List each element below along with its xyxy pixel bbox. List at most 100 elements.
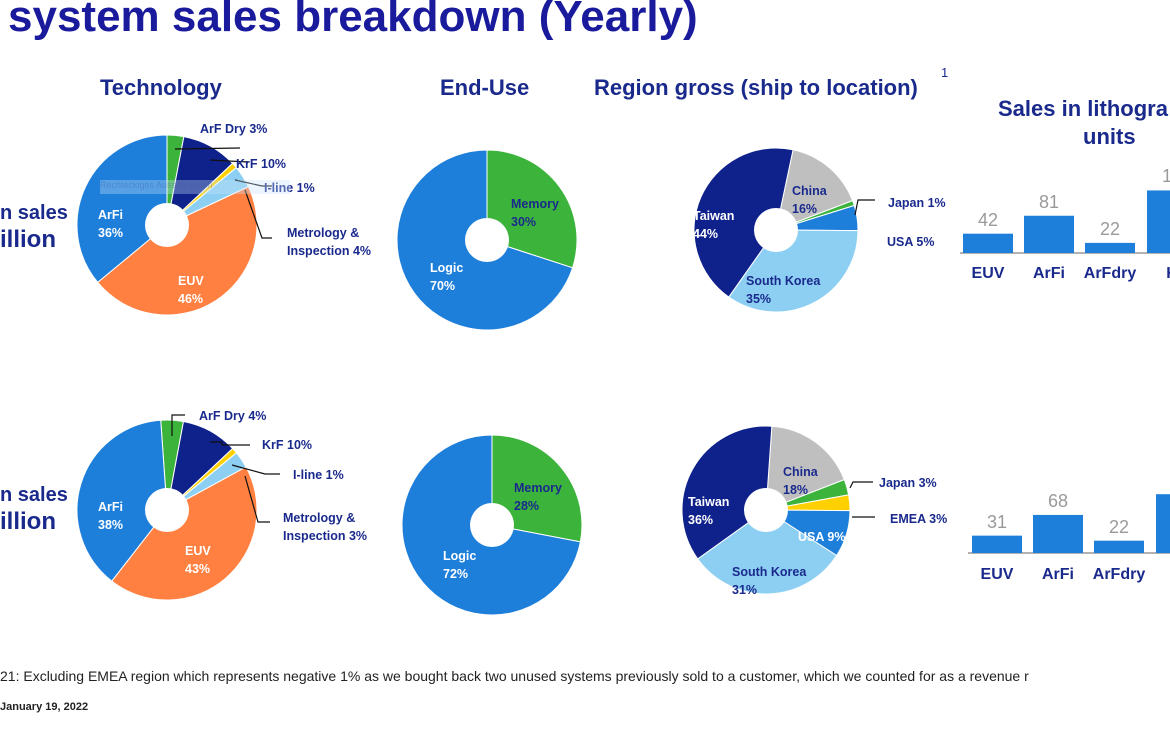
leader-line (244, 189, 272, 239)
label-euv-pct: 46% (178, 292, 204, 306)
label-arf-dry: ArF Dry 3% (200, 122, 268, 136)
heading-technology: Technology (100, 75, 222, 100)
leader-line (244, 475, 270, 523)
label-metrology: Metrology & (287, 226, 360, 240)
pie-slice-euv (111, 466, 258, 601)
bar-value-label: 22 (1099, 218, 1121, 239)
row-label-bottom-line1: n sales (0, 484, 68, 506)
bar-category-label: EUV (971, 265, 1005, 282)
label-arfi: ArFi (98, 208, 123, 222)
label-arf-dry: ArF Dry 4% (199, 409, 267, 423)
label-usa: USA 9% (798, 530, 846, 544)
label-japan: Japan 1% (888, 196, 946, 210)
pie-slice-south-korea (697, 509, 838, 595)
bar-euv (972, 535, 1022, 553)
leader-line (849, 481, 873, 489)
heading-region: Region gross (ship to location) (594, 75, 918, 100)
bar-value-label: 31 (986, 511, 1008, 532)
label-metrology-pct: Inspection 3% (283, 529, 368, 543)
leader-lines (171, 147, 875, 523)
pie-slice-arfi (76, 419, 168, 582)
pie-slice-memory (491, 434, 583, 543)
date: January 19, 2022 (0, 701, 89, 713)
label-memory-pct: 28% (514, 499, 540, 513)
label-euv-pct: 43% (185, 562, 211, 576)
leader-line (209, 159, 249, 163)
label-usa: USA 5% (887, 235, 935, 249)
label-japan: Japan 3% (879, 476, 937, 490)
label-euv: EUV (185, 544, 211, 558)
label-logic: Logic (430, 261, 464, 275)
pie-center-hole (145, 488, 189, 532)
label-taiwan-pct: 44% (693, 227, 719, 241)
leader-line (171, 414, 185, 436)
bar-k (1156, 494, 1170, 553)
label-china-pct: 18% (783, 483, 809, 497)
label-china: China (783, 465, 818, 479)
footnote-marker: 1 (941, 65, 949, 80)
bar-arfi (1033, 514, 1083, 553)
pie-slice-euv (96, 186, 258, 316)
label-memory: Memory (511, 197, 559, 211)
label-south-korea-pct: 31% (732, 583, 758, 597)
row-label-top-line2: illion (0, 226, 56, 253)
leader-line (234, 179, 272, 187)
label-krf: KrF 10% (262, 438, 313, 452)
heading-units-line2: units (1083, 124, 1136, 149)
pie-center-hole (145, 203, 189, 247)
pie-slice-taiwan (693, 147, 794, 298)
footnote: 21: Excluding EMEA region which represen… (0, 668, 1029, 684)
bar-k (1147, 190, 1170, 253)
pie-slice-china (765, 425, 845, 511)
pie-slice-arfi (76, 134, 168, 284)
leader-line (174, 147, 241, 150)
pie-center-hole (470, 503, 514, 547)
pie-center-hole (744, 488, 788, 532)
bar-category-label: EUV (980, 566, 1014, 583)
label-metrology: Metrology & (283, 511, 356, 525)
pie-slice-china (775, 149, 854, 231)
heading-end-use: End-Use (440, 75, 530, 100)
bar-category-label: ArFi (1042, 566, 1074, 583)
bar-value-label: 68 (1047, 490, 1069, 511)
bar-arfdry (1085, 242, 1135, 253)
pie-slice-south-korea (728, 229, 859, 313)
label-krf: KrF 10% (236, 157, 287, 171)
label-logic-pct: 72% (443, 567, 469, 581)
leader-line (854, 199, 875, 216)
label-memory-pct: 30% (511, 215, 537, 229)
leader-line (210, 441, 250, 446)
label-taiwan: Taiwan (688, 495, 730, 509)
bar-euv (963, 233, 1013, 253)
label-taiwan: Taiwan (693, 209, 735, 223)
row-label-top-line1: n sales (0, 202, 68, 224)
label-logic: Logic (443, 549, 477, 563)
bar-arfdry (1094, 540, 1144, 553)
pie-slice-memory (486, 149, 578, 269)
bar-value-label: 42 (977, 209, 999, 230)
bar-arfi (1024, 215, 1074, 253)
page-title: system sales breakdown (Yearly) (8, 0, 698, 41)
label-i-line: I-line 1% (293, 468, 344, 482)
leader-line (231, 464, 280, 475)
label-south-korea: South Korea (732, 565, 807, 579)
bar-category-label: ArFdry (1083, 265, 1137, 282)
label-i-line: I-line 1% (264, 181, 315, 195)
bar-value-label: 1 (1156, 470, 1170, 491)
label-south-korea-pct: 35% (746, 292, 772, 306)
label-china-pct: 16% (792, 202, 818, 216)
pie-center-hole (465, 218, 509, 262)
label-taiwan-pct: 36% (688, 513, 714, 527)
label-south-korea: South Korea (746, 274, 821, 288)
heading-units: Sales in lithogra (998, 96, 1168, 121)
label-arfi: ArFi (98, 500, 123, 514)
bar-category-label: K (1137, 265, 1170, 283)
label-emea: EMEA 3% (890, 512, 948, 526)
bar-value-label: 22 (1108, 516, 1130, 537)
bar-category-label: K (1146, 566, 1170, 584)
pie-slice-taiwan (681, 425, 773, 560)
bar-value-label: 81 (1038, 191, 1060, 212)
label-china: China (792, 184, 827, 198)
label-arfi-pct: 36% (98, 226, 124, 240)
